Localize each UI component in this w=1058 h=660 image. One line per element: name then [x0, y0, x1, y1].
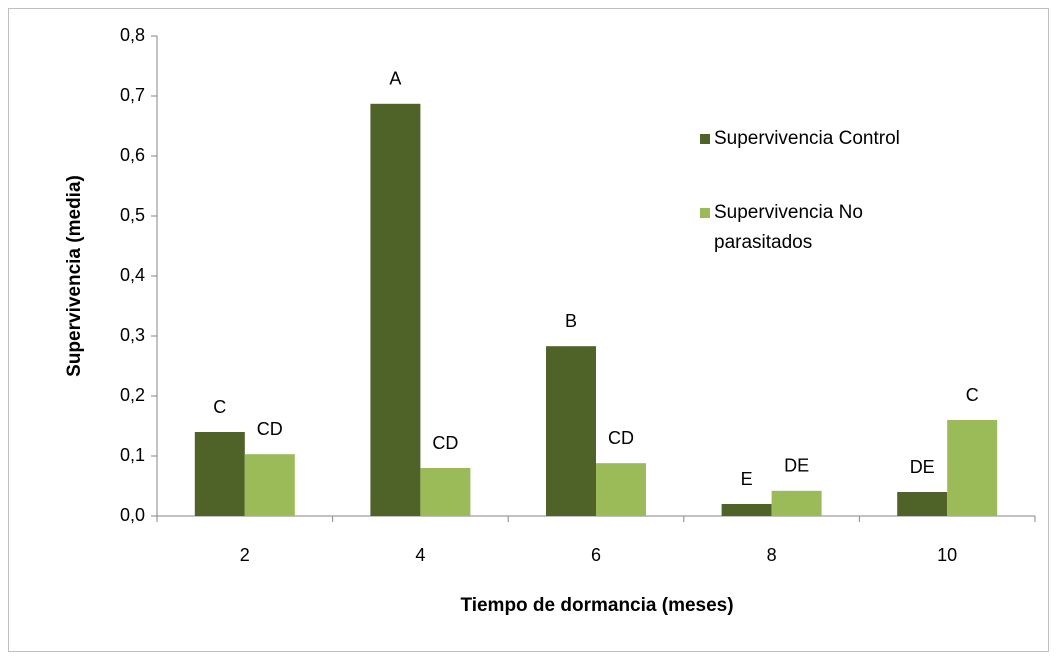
- bar-letter: CD: [257, 419, 283, 439]
- bar-letter: DE: [910, 457, 935, 477]
- bar-letter: CD: [432, 433, 458, 453]
- bar: [721, 504, 772, 516]
- legend-swatch: [700, 134, 710, 144]
- bar-letter: E: [741, 469, 753, 489]
- y-axis-label: Supervivencia (media): [64, 175, 85, 377]
- x-axis-label: Tiempo de dormancia (meses): [460, 595, 733, 616]
- bar: [546, 346, 596, 516]
- y-tick-label: 0,3: [120, 325, 145, 345]
- bar: [897, 492, 948, 516]
- bar: [194, 432, 245, 516]
- bar-letter: B: [565, 311, 577, 331]
- y-tick-label: 0,6: [120, 145, 145, 165]
- y-tick-label: 0,1: [120, 445, 145, 465]
- x-tick-label: 8: [767, 545, 777, 565]
- bar: [244, 454, 295, 516]
- bar-letter: DE: [784, 456, 809, 476]
- legend-label: Supervivencia No parasitados: [714, 202, 863, 253]
- x-tick-label: 4: [415, 545, 425, 565]
- y-tick-label: 0,4: [120, 265, 145, 285]
- y-tick-label: 0,0: [120, 505, 145, 525]
- bar-letter: CD: [608, 428, 634, 448]
- bar-letter: A: [389, 69, 401, 89]
- legend-label: Supervivencia Control: [714, 128, 900, 149]
- bar-letter: C: [213, 397, 226, 417]
- legend-swatch: [700, 208, 710, 218]
- y-tick-label: 0,7: [120, 85, 145, 105]
- chart-frame: [8, 8, 1049, 652]
- bar: [947, 420, 998, 516]
- bar: [370, 103, 421, 517]
- x-tick-label: 2: [240, 545, 250, 565]
- y-tick-label: 0,2: [120, 385, 145, 405]
- bar-letter: C: [966, 385, 979, 405]
- y-tick-label: 0,8: [120, 25, 145, 45]
- bar: [771, 490, 822, 516]
- x-tick-label: 6: [591, 545, 601, 565]
- y-tick-label: 0,5: [120, 205, 145, 225]
- x-tick-label: 10: [937, 545, 957, 565]
- bar: [596, 463, 646, 516]
- bar: [420, 468, 471, 516]
